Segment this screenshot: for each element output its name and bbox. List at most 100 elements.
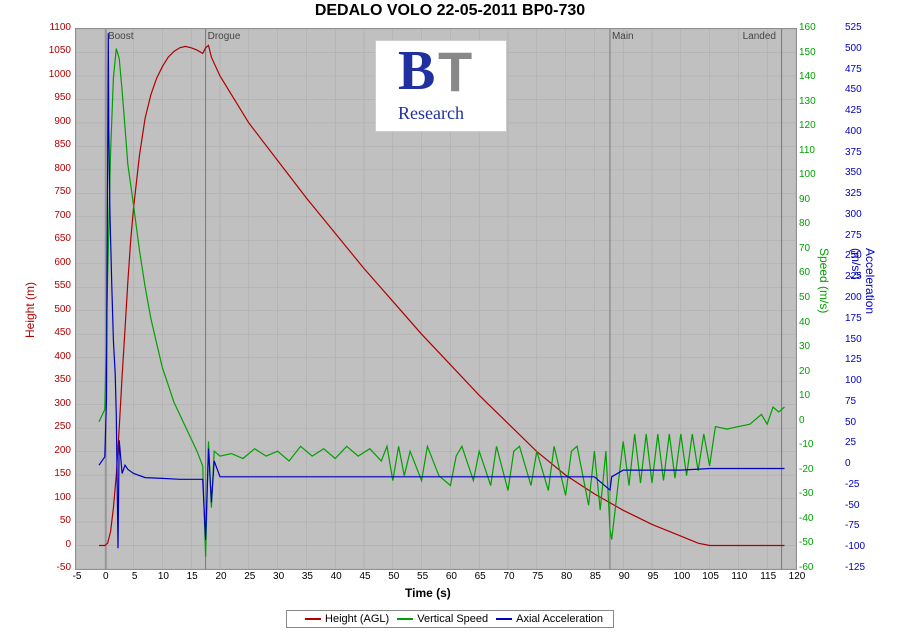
- logo-t: T: [438, 39, 472, 104]
- y-tick-accel: -100: [845, 541, 865, 552]
- y-tick-speed: 90: [799, 194, 810, 205]
- event-main: Main: [612, 31, 634, 42]
- y-tick-speed: 120: [799, 120, 816, 131]
- y-tick-speed: 10: [799, 390, 810, 401]
- x-tick: 70: [499, 571, 519, 582]
- x-tick: 35: [297, 571, 317, 582]
- y-tick-height: 0: [65, 539, 71, 550]
- chart-title: DEDALO VOLO 22-05-2011 BP0-730: [0, 2, 900, 20]
- y-tick-height: 150: [54, 468, 71, 479]
- y-tick-accel: 375: [845, 147, 862, 158]
- y-tick-height: 1100: [49, 22, 71, 33]
- y-tick-accel: 275: [845, 230, 862, 241]
- x-tick: 45: [355, 571, 375, 582]
- x-tick: 115: [758, 571, 778, 582]
- y-tick-speed: 160: [799, 22, 816, 33]
- x-tick: 30: [269, 571, 289, 582]
- y-tick-accel: 325: [845, 188, 862, 199]
- x-tick: 80: [557, 571, 577, 582]
- y-tick-height: 650: [54, 233, 71, 244]
- y-tick-accel: 300: [845, 209, 862, 220]
- y-tick-accel: 0: [845, 458, 851, 469]
- x-tick: 40: [326, 571, 346, 582]
- event-boost: Boost: [108, 31, 134, 42]
- y-tick-height: 200: [54, 445, 71, 456]
- event-landed: Landed: [743, 31, 776, 42]
- y-tick-accel: -50: [845, 500, 859, 511]
- y-tick-height: 850: [54, 139, 71, 150]
- x-tick: 60: [441, 571, 461, 582]
- legend-label: Height (AGL): [325, 613, 389, 625]
- y-tick-speed: -40: [799, 513, 813, 524]
- logo: B T Research: [375, 40, 507, 132]
- y-tick-accel: 475: [845, 64, 862, 75]
- y-tick-height: 100: [54, 492, 71, 503]
- x-tick: 65: [470, 571, 490, 582]
- x-tick: 55: [413, 571, 433, 582]
- logo-b: B: [398, 39, 435, 103]
- y-tick-speed: 60: [799, 267, 810, 278]
- y-tick-height: 300: [54, 398, 71, 409]
- logo-r: Research: [398, 103, 464, 124]
- x-tick: 25: [240, 571, 260, 582]
- y-tick-speed: 30: [799, 341, 810, 352]
- x-tick: 5: [125, 571, 145, 582]
- legend-label: Vertical Speed: [417, 613, 488, 625]
- y-tick-height: 600: [54, 257, 71, 268]
- y-tick-speed: 100: [799, 169, 816, 180]
- y-tick-height: 800: [54, 163, 71, 174]
- y-tick-speed: 0: [799, 415, 805, 426]
- y-tick-height: 400: [54, 351, 71, 362]
- legend-label: Axial Acceleration: [516, 613, 603, 625]
- y-tick-accel: 400: [845, 126, 862, 137]
- y-tick-speed: 150: [799, 47, 816, 58]
- y-tick-height: 250: [54, 421, 71, 432]
- y-tick-accel: 25: [845, 437, 856, 448]
- y-tick-height: 1000: [49, 69, 71, 80]
- y-tick-height: 700: [54, 210, 71, 221]
- y-tick-accel: 50: [845, 417, 856, 428]
- y-tick-speed: 110: [799, 145, 815, 156]
- x-tick: 15: [182, 571, 202, 582]
- x-tick: 110: [729, 571, 749, 582]
- x-tick: 0: [96, 571, 116, 582]
- y-tick-accel: 100: [845, 375, 862, 386]
- y-tick-accel: 500: [845, 43, 862, 54]
- legend-swatch: [496, 618, 512, 620]
- y-tick-accel: -125: [845, 562, 865, 573]
- x-tick: 105: [701, 571, 721, 582]
- y-tick-height: 550: [54, 280, 71, 291]
- y-tick-height: 1050: [49, 45, 71, 56]
- y-tick-speed: 70: [799, 243, 810, 254]
- y-tick-speed: -50: [799, 537, 813, 548]
- y-tick-accel: 425: [845, 105, 862, 116]
- y-tick-height: 900: [54, 116, 71, 127]
- chart-container: DEDALO VOLO 22-05-2011 BP0-730 B T Resea…: [0, 0, 900, 632]
- y-tick-height: -50: [57, 562, 71, 573]
- y-tick-height: 950: [54, 92, 71, 103]
- x-tick: 50: [384, 571, 404, 582]
- legend-box: Height (AGL) Vertical Speed Axial Accelera…: [286, 610, 614, 628]
- y-tick-speed: 80: [799, 218, 810, 229]
- y-tick-speed: 140: [799, 71, 816, 82]
- x-tick: 90: [614, 571, 634, 582]
- x-tick: 95: [643, 571, 663, 582]
- y-tick-speed: -60: [799, 562, 813, 573]
- y-tick-accel: 75: [845, 396, 856, 407]
- x-tick: 20: [211, 571, 231, 582]
- y-axis-label-speed: Speed (m/s): [817, 248, 831, 313]
- legend-swatch: [305, 618, 321, 620]
- y-tick-speed: -10: [799, 439, 813, 450]
- x-tick: 75: [528, 571, 548, 582]
- legend: Height (AGL) Vertical Speed Axial Accelera…: [0, 610, 900, 628]
- y-tick-height: 50: [60, 515, 71, 526]
- y-tick-accel: 125: [845, 354, 862, 365]
- legend-swatch: [397, 618, 413, 620]
- y-tick-height: 350: [54, 374, 71, 385]
- y-tick-speed: 40: [799, 317, 810, 328]
- x-tick: 100: [672, 571, 692, 582]
- y-tick-speed: -20: [799, 464, 813, 475]
- y-tick-speed: 50: [799, 292, 810, 303]
- y-tick-accel: 525: [845, 22, 862, 33]
- y-tick-accel: -75: [845, 520, 859, 531]
